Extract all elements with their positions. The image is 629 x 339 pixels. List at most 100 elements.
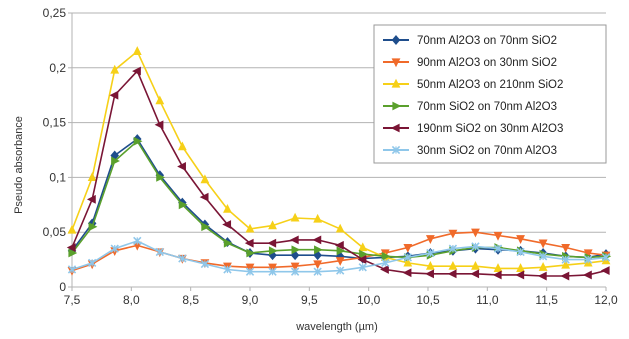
data-point [582, 270, 592, 280]
data-point [290, 212, 300, 222]
y-tick-label: 0,05 [43, 225, 67, 239]
data-point [538, 239, 548, 249]
data-point [359, 249, 368, 259]
data-point [357, 255, 367, 265]
x-tick-label: 9,0 [242, 293, 259, 307]
data-point [66, 243, 76, 252]
data-point [560, 271, 570, 281]
data-point [290, 267, 300, 276]
x-tick-label: 9,5 [301, 293, 318, 307]
data-point [561, 255, 570, 264]
tick-labels: 0 0,05 0,1 0,15 0,2 0,25 7,5 8,0 8,5 9,0 9,5 10,0 10… [43, 6, 618, 307]
data-point [516, 263, 525, 272]
data-point [471, 228, 480, 238]
legend-swatch-marker [391, 35, 401, 45]
data-point [178, 254, 187, 263]
data-point [492, 270, 502, 280]
data-point [245, 223, 255, 233]
data-point [245, 267, 255, 276]
data-point [471, 260, 480, 270]
data-point [470, 269, 480, 279]
data-point [109, 90, 119, 100]
legend-label: 90nm Al2O3 on 30nm SiO2 [417, 57, 557, 69]
data-point [313, 260, 323, 270]
data-point [246, 248, 256, 258]
data-point [336, 266, 345, 275]
data-point [88, 222, 98, 232]
data-point [132, 46, 142, 55]
data-point [493, 231, 503, 241]
y-tick-label: 0,25 [43, 6, 67, 20]
legend-swatch-marker [391, 78, 401, 88]
data-point [133, 136, 143, 146]
data-point [268, 263, 277, 273]
y-tick-label: 0,1 [49, 170, 66, 184]
data-point [516, 247, 525, 257]
legend-label: 50nm Al2O3 on 210nm SiO2 [417, 79, 563, 91]
legend-label: 70nm Al2O3 on 70nm SiO2 [417, 35, 557, 47]
legend-item: 90nm Al2O3 on 30nm SiO2 [383, 57, 557, 69]
data-point [583, 249, 593, 259]
data-point [381, 258, 390, 268]
data-point [314, 245, 323, 255]
data-point [334, 240, 344, 250]
data-point [268, 267, 277, 276]
x-tick-label: 11,5 [535, 293, 558, 307]
data-point [67, 224, 77, 234]
data-point [110, 64, 120, 74]
data-point [267, 238, 277, 248]
data-point [537, 271, 547, 281]
data-point [223, 238, 233, 248]
data-point [538, 252, 548, 261]
data-point [88, 258, 97, 268]
data-point [111, 156, 120, 166]
data-point [244, 238, 254, 248]
x-axis-label: wavelength (µm) [295, 321, 378, 333]
data-point [313, 267, 322, 276]
data-point [561, 259, 571, 269]
data-point [402, 268, 412, 278]
data-point [335, 257, 345, 266]
series-6 [67, 236, 611, 276]
legend-item: 70nm Al2O3 on 70nm SiO2 [383, 35, 557, 47]
data-point [268, 220, 277, 230]
legend-swatch-marker [390, 123, 400, 133]
data-point [380, 265, 389, 274]
data-point [178, 200, 188, 210]
data-point [200, 174, 210, 184]
data-point [515, 270, 525, 280]
data-point [448, 244, 458, 253]
legend-item: 30nm SiO2 on 70nm Al2O3 [383, 145, 557, 157]
legend-items: 70nm Al2O3 on 70nm SiO2 90nm Al2O3 on 30n… [383, 35, 563, 157]
x-tick-label: 8,5 [182, 293, 199, 307]
data-point [425, 260, 435, 270]
data-point [223, 265, 232, 274]
legend-item: 70nm SiO2 on 70nm Al2O3 [383, 101, 557, 113]
data-point [155, 247, 164, 257]
legend-item: 190nm SiO2 on 30nm Al2O3 [383, 123, 563, 135]
x-tick-label: 10,0 [357, 293, 381, 307]
data-point [335, 223, 345, 233]
data-point [68, 248, 78, 258]
data-point [201, 222, 211, 232]
data-point [516, 235, 525, 244]
legend-box [373, 24, 607, 164]
x-tick-label: 7,5 [64, 293, 81, 307]
data-point [403, 253, 412, 262]
data-point [199, 192, 209, 202]
x-tick-label: 12,0 [594, 293, 618, 307]
data-point [601, 253, 611, 262]
data-point [538, 262, 548, 271]
data-point [471, 242, 480, 251]
data-point [313, 250, 322, 261]
data-point [448, 260, 458, 270]
data-point [493, 244, 503, 253]
y-axis-label: Pseudo absorbance [13, 116, 25, 214]
legend: 70nm Al2O3 on 70nm SiO2 90nm Al2O3 on 30n… [373, 24, 607, 164]
data-point [448, 229, 458, 239]
series-5 [66, 66, 610, 281]
data-point [425, 269, 434, 279]
data-point [358, 263, 367, 272]
legend-swatch-marker [392, 101, 402, 111]
